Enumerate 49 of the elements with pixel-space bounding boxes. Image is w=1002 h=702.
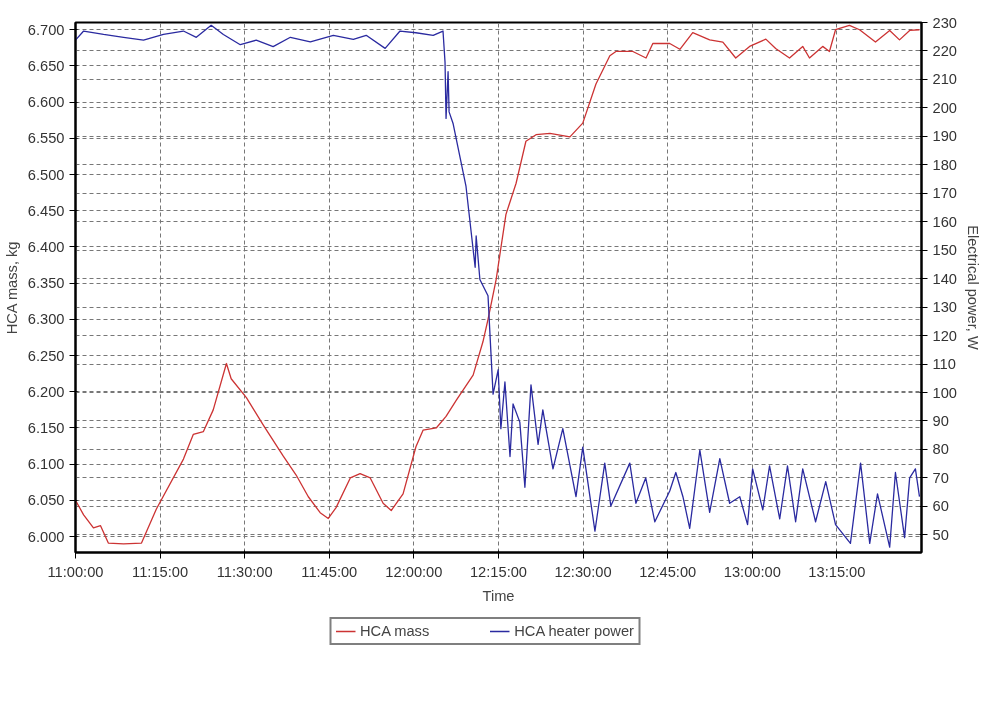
y2-tick-label: 190 — [932, 128, 957, 145]
y2-tick-label: 50 — [932, 526, 949, 543]
legend-label: HCA mass — [360, 623, 430, 639]
y-tick-label: 6.300 — [27, 311, 65, 328]
y2-tick-label: 200 — [932, 99, 957, 116]
y-tick-label: 6.550 — [27, 130, 65, 147]
y2-tick-label: 210 — [932, 71, 957, 88]
y-tick-label: 6.500 — [27, 166, 65, 183]
x-tick-label: 13:00:00 — [723, 563, 781, 580]
y-tick-label: 6.000 — [27, 528, 65, 545]
y2-tick-label: 220 — [932, 42, 957, 59]
x-tick-label: 12:00:00 — [385, 563, 443, 580]
x-tick-label: 12:15:00 — [469, 563, 528, 580]
y2-tick-label: 150 — [932, 242, 957, 259]
y-tick-label: 6.400 — [27, 238, 65, 255]
x-tick-label: 11:00:00 — [47, 563, 104, 580]
y2-axis-title: Electrical power, W — [964, 225, 981, 350]
x-tick-label: 13:15:00 — [808, 563, 866, 580]
y2-tick-label: 80 — [932, 441, 949, 458]
y2-tick-label: 170 — [932, 185, 957, 202]
y-tick-label: 6.150 — [27, 419, 65, 436]
y2-tick-label: 180 — [932, 156, 957, 173]
y-tick-label: 6.100 — [27, 456, 65, 473]
y-tick-label: 6.650 — [27, 57, 65, 74]
y2-tick-label: 140 — [932, 270, 957, 287]
y2-tick-label: 90 — [932, 413, 949, 429]
y2-tick-label: 100 — [932, 384, 957, 401]
y2-tick-label: 60 — [932, 498, 949, 515]
x-axis-title: Time — [482, 587, 515, 604]
y-tick-label: 6.250 — [27, 347, 65, 364]
x-tick-label: 12:45:00 — [639, 563, 697, 580]
x-tick-label: 11:15:00 — [132, 563, 189, 580]
y2-tick-label: 110 — [932, 356, 956, 373]
y2-tick-label: 120 — [932, 327, 957, 344]
y-tick-label: 6.050 — [27, 492, 65, 509]
y-tick-label: 6.700 — [27, 21, 65, 38]
y2-tick-label: 70 — [932, 469, 949, 486]
x-tick-label: 11:30:00 — [216, 563, 273, 580]
y-tick-label: 6.600 — [27, 94, 65, 111]
x-tick-label: 12:30:00 — [554, 563, 612, 580]
y-tick-label: 6.350 — [27, 275, 65, 292]
y-tick-label: 6.450 — [27, 202, 65, 219]
y-axis-title: HCA mass, kg — [3, 241, 20, 335]
y2-tick-label: 130 — [932, 299, 957, 316]
y-tick-label: 6.200 — [27, 383, 65, 400]
y2-tick-label: 160 — [932, 213, 957, 230]
legend-label: HCA heater power — [514, 623, 634, 639]
y2-tick-label: 230 — [932, 14, 957, 31]
x-tick-label: 11:45:00 — [301, 563, 358, 580]
